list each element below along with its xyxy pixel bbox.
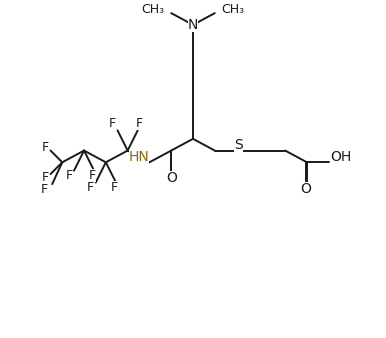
Text: N: N	[188, 18, 198, 32]
Text: S: S	[234, 138, 243, 152]
Text: F: F	[89, 169, 96, 182]
Text: O: O	[166, 171, 177, 185]
Text: F: F	[109, 117, 116, 130]
Text: CH₃: CH₃	[222, 3, 245, 16]
Text: F: F	[42, 171, 49, 184]
Text: HN: HN	[129, 150, 149, 164]
Text: F: F	[111, 181, 118, 194]
Text: F: F	[87, 181, 94, 194]
Text: F: F	[65, 169, 73, 182]
Text: F: F	[42, 141, 49, 154]
Text: OH: OH	[330, 150, 352, 164]
Text: O: O	[301, 182, 312, 196]
Text: CH₃: CH₃	[141, 3, 164, 16]
Text: F: F	[136, 117, 143, 130]
Text: F: F	[40, 183, 47, 196]
